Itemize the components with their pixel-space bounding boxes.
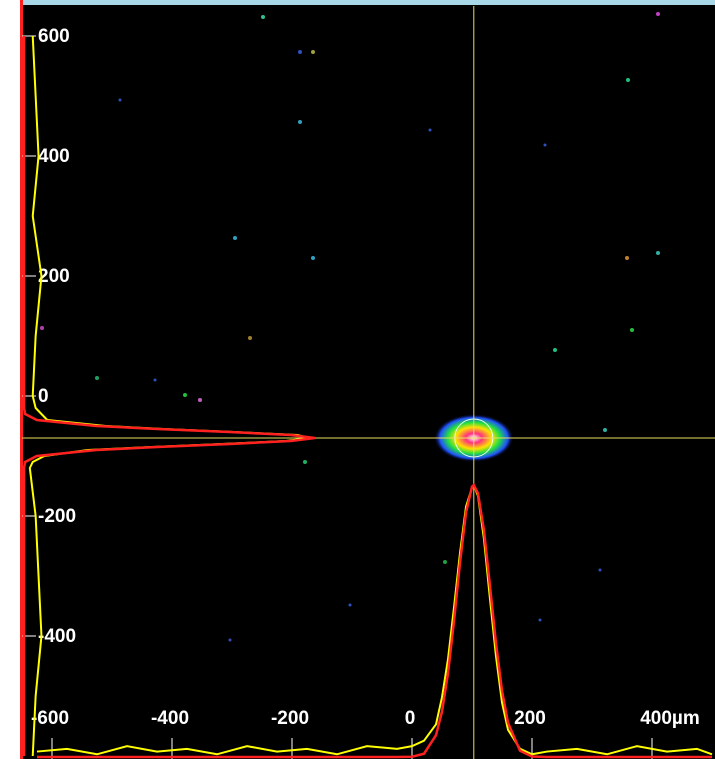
left-frame (20, 0, 23, 759)
y-profile-line (22, 36, 316, 756)
x-tick-label: -600 (31, 708, 69, 729)
noise-dot (298, 120, 302, 124)
x-profile-line (37, 482, 712, 759)
x-tick-label: 200 (514, 708, 546, 729)
top-frame (22, 0, 715, 5)
noise-dot (656, 251, 660, 255)
noise-dot (443, 560, 447, 564)
noise-dot (626, 78, 630, 82)
y-tick-label: 400 (38, 146, 70, 167)
noise-dot (625, 256, 629, 260)
noise-dot (311, 256, 315, 260)
y-tick-label: 200 (38, 266, 70, 287)
noise-dot (303, 460, 307, 464)
noise-dot (311, 50, 315, 54)
y-tick-label: 600 (38, 26, 70, 47)
noise-dot (603, 428, 607, 432)
x-tick-label: 0 (405, 708, 416, 729)
noise-dot (183, 393, 187, 397)
noise-dot (233, 236, 237, 240)
noise-dot (538, 618, 542, 622)
noise-dot (298, 50, 302, 54)
image-area (22, 0, 715, 759)
noise-dot (153, 378, 157, 382)
y-tick-label: -200 (38, 506, 76, 527)
noise-dot (118, 98, 122, 102)
noise-dot (261, 15, 265, 19)
noise-dots (40, 12, 660, 642)
noise-dot (656, 12, 660, 16)
noise-dot (348, 603, 352, 607)
noise-dot (428, 128, 432, 132)
noise-dot (228, 638, 232, 642)
noise-dot (248, 336, 252, 340)
y-tick-label: 0 (38, 386, 49, 407)
noise-dot (630, 328, 634, 332)
noise-dot (553, 348, 557, 352)
noise-dot (543, 143, 547, 147)
noise-dot (95, 376, 99, 380)
noise-dot (598, 568, 602, 572)
x-tick-label: 400µm (640, 708, 700, 729)
x-tick-label: -400 (151, 708, 189, 729)
noise-dot (40, 326, 44, 330)
noise-dot (198, 398, 202, 402)
x-tick-label: -200 (271, 708, 309, 729)
y-tick-label: -400 (38, 626, 76, 647)
